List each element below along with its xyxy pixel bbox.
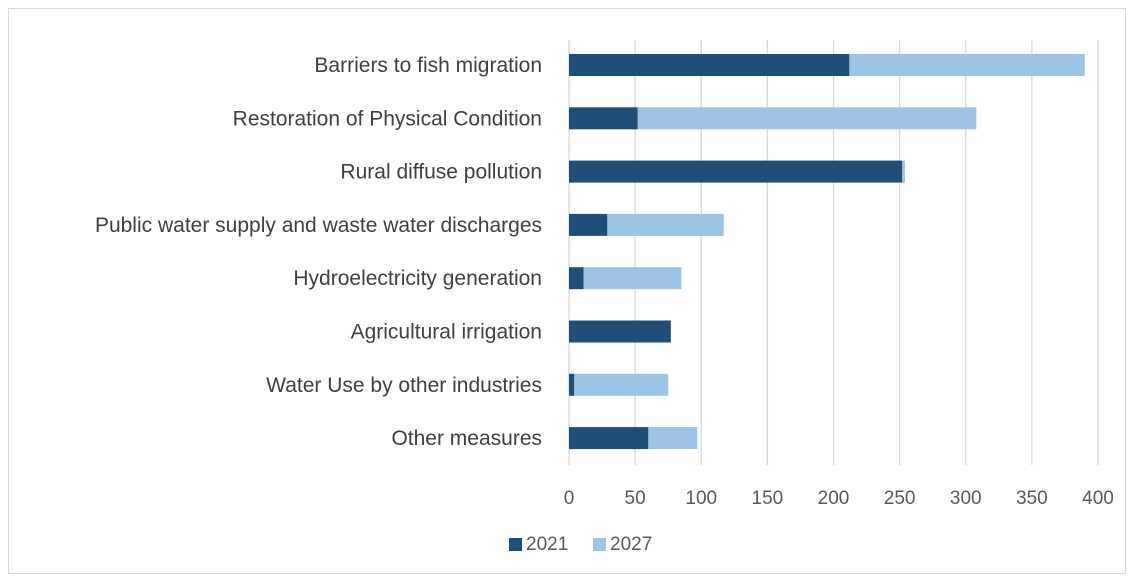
bar-2027-hydroelectricity-generation bbox=[583, 267, 682, 290]
legend-swatch-2021 bbox=[509, 538, 522, 551]
x-tick-label-300: 300 bbox=[950, 488, 982, 509]
bar-2027-water-use-by-other-industries bbox=[574, 373, 669, 396]
x-tick-label-50: 50 bbox=[625, 488, 646, 509]
bar-2021-public-water-supply-and-waste-water-discharges bbox=[569, 213, 608, 236]
x-tick-label-350: 350 bbox=[1016, 488, 1048, 509]
x-tick-label-400: 400 bbox=[1082, 488, 1114, 509]
bar-2027-public-water-supply-and-waste-water-discharges bbox=[607, 213, 724, 236]
category-label-barriers-to-fish-migration: Barriers to fish migration bbox=[314, 54, 542, 77]
x-tick-label-0: 0 bbox=[564, 488, 575, 509]
x-tick-label-250: 250 bbox=[884, 488, 916, 509]
chart-frame bbox=[8, 8, 1126, 574]
x-tick-label-100: 100 bbox=[685, 488, 717, 509]
x-tick-label-150: 150 bbox=[752, 488, 784, 509]
category-labels: Barriers to fish migration Restoration of… bbox=[95, 54, 542, 450]
bars bbox=[569, 54, 1085, 450]
bar-2021-agricultural-irrigation bbox=[569, 320, 671, 343]
legend: 2021 2027 bbox=[509, 534, 652, 555]
bar-2021-other-measures bbox=[569, 427, 649, 450]
bar-2027-other-measures bbox=[648, 427, 698, 450]
gridlines bbox=[568, 40, 1099, 465]
category-label-restoration-of-physical-condition: Restoration of Physical Condition bbox=[233, 107, 542, 130]
bar-2027-rural-diffuse-pollution bbox=[902, 160, 905, 183]
bar-2021-rural-diffuse-pollution bbox=[569, 160, 903, 183]
bar-2021-barriers-to-fish-migration bbox=[569, 54, 850, 76]
bar-2021-hydroelectricity-generation bbox=[569, 267, 584, 290]
category-label-hydroelectricity-generation: Hydroelectricity generation bbox=[293, 267, 542, 290]
legend-swatch-2027 bbox=[593, 538, 606, 551]
bar-2027-barriers-to-fish-migration bbox=[849, 54, 1085, 76]
x-tick-labels: 0 50 100 150 200 250 300 350 400 bbox=[564, 488, 1114, 509]
category-label-other-measures: Other measures bbox=[391, 427, 542, 450]
legend-label-2021: 2021 bbox=[526, 534, 568, 555]
bar-2021-water-use-by-other-industries bbox=[569, 373, 575, 396]
bar-2027-restoration-of-physical-condition bbox=[637, 107, 977, 130]
legend-label-2027: 2027 bbox=[610, 534, 652, 555]
category-label-rural-diffuse-pollution: Rural diffuse pollution bbox=[340, 161, 542, 184]
category-label-public-water-supply-and-waste-water-discharges: Public water supply and waste water disc… bbox=[95, 214, 542, 237]
category-label-agricultural-irrigation: Agricultural irrigation bbox=[351, 321, 542, 344]
bar-2021-restoration-of-physical-condition bbox=[569, 107, 638, 130]
x-tick-label-200: 200 bbox=[818, 488, 850, 509]
category-label-water-use-by-other-industries: Water Use by other industries bbox=[266, 374, 542, 397]
